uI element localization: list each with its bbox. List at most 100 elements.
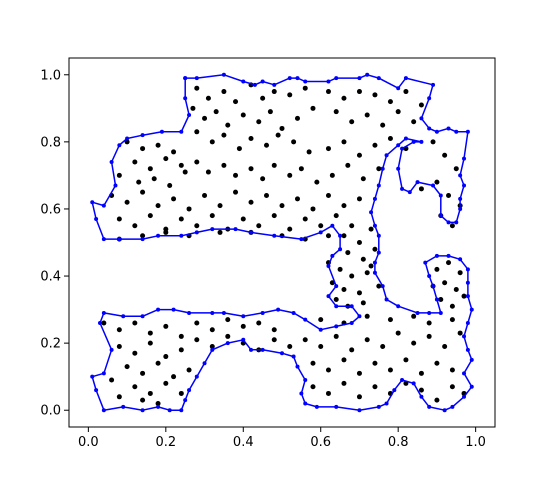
data-point <box>279 203 285 209</box>
data-point <box>294 115 300 121</box>
data-point <box>457 270 463 276</box>
hull-vertex <box>260 310 265 315</box>
data-point <box>333 333 339 339</box>
data-point <box>364 270 370 276</box>
hull-vertex <box>183 76 188 81</box>
hull-vertex <box>179 129 184 134</box>
hull-vertex <box>101 203 106 208</box>
data-point <box>349 347 355 353</box>
hull-vertex <box>465 280 470 285</box>
data-point <box>364 313 370 319</box>
data-point <box>140 370 146 376</box>
hull-vertex <box>431 82 436 87</box>
data-point <box>333 297 339 303</box>
data-point <box>298 166 304 172</box>
hull-vertex <box>438 310 443 315</box>
hull-vertex <box>396 143 401 148</box>
data-point <box>205 169 211 175</box>
data-point <box>418 102 424 108</box>
hull-vertex <box>334 404 339 409</box>
hull-vertex <box>392 388 397 393</box>
data-point <box>341 286 347 292</box>
data-point <box>446 260 452 266</box>
hull-vertex <box>171 307 176 312</box>
hull-vertex <box>303 378 308 383</box>
data-point <box>264 142 270 148</box>
data-point <box>205 95 211 101</box>
hull-vertex <box>94 217 99 222</box>
data-point <box>372 142 378 148</box>
hull-vertex <box>400 186 405 191</box>
hull-vertex <box>376 76 381 81</box>
hull-vertex <box>117 143 122 148</box>
hull-vertex <box>357 408 362 413</box>
y-tick-label: 1.0 <box>40 68 61 83</box>
hull-vertex <box>330 253 335 258</box>
hull-vertex <box>462 156 467 161</box>
hull-vertex <box>400 378 405 383</box>
data-point <box>194 337 200 343</box>
data-point <box>240 112 246 118</box>
data-point <box>461 293 467 299</box>
data-point <box>271 213 277 219</box>
x-tick-label: 0.6 <box>310 435 331 450</box>
data-point <box>217 203 223 209</box>
hull-vertex <box>446 220 451 225</box>
y-tick-label: 0.0 <box>40 404 61 419</box>
data-point <box>287 92 293 98</box>
data-point <box>356 370 362 376</box>
data-point <box>372 246 378 252</box>
data-point <box>124 139 130 145</box>
hull-vertex <box>156 404 161 409</box>
hull-vertex <box>438 193 443 198</box>
hull-vertex <box>396 304 401 309</box>
data-point <box>438 297 444 303</box>
data-point <box>318 343 324 349</box>
y-tick-label: 0.4 <box>40 270 61 285</box>
hull-vertex <box>372 270 377 275</box>
data-point <box>171 374 177 380</box>
hull-vertex <box>465 129 470 134</box>
data-point <box>132 320 138 326</box>
hull-vertex <box>194 76 199 81</box>
data-point <box>449 303 455 309</box>
hull-vertex <box>458 257 463 262</box>
x-tick-label: 0.8 <box>388 435 409 450</box>
hull-vertex <box>454 220 459 225</box>
data-point <box>248 136 254 142</box>
data-point <box>155 142 161 148</box>
data-point <box>140 189 146 195</box>
hull-vertex <box>156 233 161 238</box>
data-point <box>294 196 300 202</box>
data-point <box>356 89 362 95</box>
hull-vertex <box>117 237 122 242</box>
hull-vertex <box>260 347 265 352</box>
hull-vertex <box>183 96 188 101</box>
hull-vertex <box>94 388 99 393</box>
data-point <box>349 273 355 279</box>
data-point <box>140 233 146 239</box>
data-point <box>376 283 382 289</box>
hull-vertex <box>372 196 377 201</box>
data-point <box>453 166 459 172</box>
data-point <box>182 169 188 175</box>
data-point <box>163 229 169 235</box>
hull-vertex <box>431 183 436 188</box>
data-point <box>387 136 393 142</box>
data-point <box>341 357 347 363</box>
hull-vertex <box>249 347 254 352</box>
plot-frame <box>68 57 496 428</box>
hull-vertex <box>318 230 323 235</box>
data-point <box>171 196 177 202</box>
data-point <box>147 166 153 172</box>
hull-vertex <box>403 136 408 141</box>
data-point <box>449 223 455 229</box>
hull-vertex <box>330 223 335 228</box>
data-point <box>109 377 115 383</box>
data-point <box>217 229 223 235</box>
data-point <box>194 129 200 135</box>
data-point <box>163 323 169 329</box>
data-point <box>325 193 331 199</box>
data-point <box>225 333 231 339</box>
